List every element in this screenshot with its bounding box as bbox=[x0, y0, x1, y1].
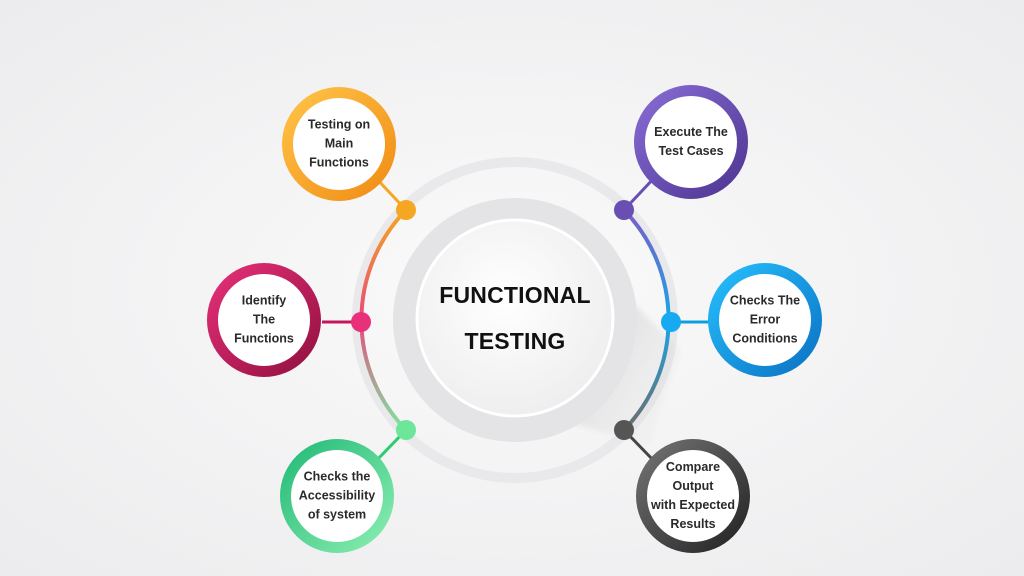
dot-identify-functions bbox=[351, 312, 371, 332]
label-line: Test Cases bbox=[658, 144, 724, 158]
label-testing-main-functions: Testing on Main Functions bbox=[290, 116, 388, 173]
dot-execute-test-cases bbox=[614, 200, 634, 220]
label-line: Functions bbox=[309, 155, 369, 170]
node-compare-output bbox=[636, 439, 750, 553]
dot-accessibility bbox=[396, 420, 416, 440]
label-error-conditions: Checks The Error Conditions bbox=[716, 292, 814, 349]
label-line: Accessibility bbox=[298, 488, 376, 503]
node-execute-test-cases bbox=[634, 85, 748, 199]
label-accessibility: Checks the Accessibility of system bbox=[288, 468, 386, 525]
label-execute-test-cases: Execute The Test Cases bbox=[642, 123, 740, 161]
label-line: Error bbox=[749, 312, 781, 327]
label-line: Checks The bbox=[729, 293, 801, 308]
label-line: Compare bbox=[665, 460, 721, 474]
label-line: Checks the bbox=[303, 469, 371, 484]
label-line: Execute The bbox=[654, 125, 728, 139]
label-line: Identify bbox=[241, 293, 287, 308]
label-line: Conditions bbox=[732, 331, 798, 346]
node-testing-main-functions bbox=[282, 87, 396, 201]
label-line: Main bbox=[324, 136, 354, 151]
dot-compare-output bbox=[614, 420, 634, 440]
label-line: Output bbox=[672, 479, 714, 493]
center-title: FUNCTIONAL TESTING bbox=[415, 272, 615, 364]
label-line: Results bbox=[670, 517, 716, 531]
label-line: with Expected bbox=[650, 498, 736, 512]
node-accessibility bbox=[280, 439, 394, 553]
dot-testing-main-functions bbox=[396, 200, 416, 220]
label-line: of system bbox=[307, 507, 367, 522]
node-error-conditions bbox=[708, 263, 822, 377]
dot-error-conditions bbox=[661, 312, 681, 332]
label-compare-output: Compare Output with Expected Results bbox=[644, 458, 742, 534]
label-line: The bbox=[252, 312, 276, 327]
label-line: Functions bbox=[234, 331, 294, 346]
center-title-line-2: TESTING bbox=[464, 328, 566, 354]
node-identify-functions bbox=[207, 263, 321, 377]
label-identify-functions: Identify The Functions bbox=[215, 292, 313, 349]
label-line: Testing on bbox=[307, 117, 371, 132]
center-inner-disc bbox=[415, 218, 615, 418]
center-title-line-1: FUNCTIONAL bbox=[439, 282, 591, 308]
